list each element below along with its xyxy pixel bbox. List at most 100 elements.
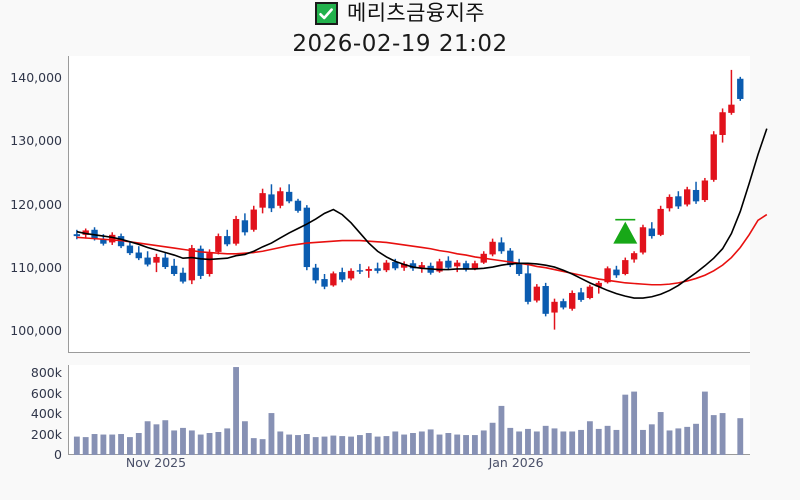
candle-body: [586, 286, 594, 299]
price-axis-tick-label: 130,000: [10, 133, 62, 149]
volume-bar: [401, 434, 408, 455]
x-axis-tick-label: Jan 2026: [488, 455, 544, 470]
buy-triangle-marker[interactable]: [613, 221, 638, 244]
volume-bar: [144, 421, 151, 455]
volume-bar: [595, 428, 602, 455]
candle-body: [339, 272, 346, 280]
candle-body: [356, 270, 364, 272]
volume-bar: [657, 412, 664, 455]
volume-bar: [303, 434, 310, 455]
candle-body: [524, 273, 532, 302]
volume-bar: [516, 431, 523, 455]
candle-body: [657, 208, 664, 235]
volume-bar: [321, 436, 328, 455]
candle-body: [294, 200, 302, 211]
volume-bar: [719, 413, 726, 455]
volume-bar: [710, 415, 717, 455]
candle-body: [224, 236, 231, 245]
candle-body: [710, 134, 717, 180]
candle-body: [666, 196, 673, 209]
volume-bar: [436, 434, 443, 455]
volume-bar: [356, 435, 363, 455]
candle-body: [374, 268, 381, 271]
candle-body: [232, 219, 240, 244]
title-row: 메리츠금융지주: [0, 2, 800, 25]
ma-short-line: [76, 128, 768, 299]
volume-bar: [224, 428, 231, 455]
candle-body: [100, 239, 107, 244]
candle-body: [303, 207, 311, 268]
candle-body: [675, 196, 682, 207]
candle-body: [569, 292, 576, 309]
volume-bar: [410, 433, 416, 455]
volume-axis-tick-label: 400k: [30, 406, 62, 422]
volume-bar: [312, 437, 319, 455]
x-axis-tick-label: Nov 2025: [125, 455, 187, 470]
candle-body: [144, 257, 151, 265]
candle-body: [153, 256, 160, 263]
volume-bar: [233, 367, 239, 455]
candle-body: [648, 228, 655, 237]
volume-bar: [675, 428, 682, 455]
volume-bar: [197, 434, 204, 455]
volume-bar: [631, 391, 638, 455]
candle-body: [392, 262, 399, 269]
volume-bar: [348, 436, 354, 455]
candle-body: [533, 286, 541, 301]
check-mark-icon[interactable]: [314, 2, 338, 25]
volume-bar: [215, 431, 222, 455]
volume-axis-tick-label: 200k: [30, 426, 62, 442]
candle-body: [684, 189, 691, 205]
candle-body: [400, 263, 408, 268]
candle-body: [498, 242, 505, 252]
candle-body: [418, 265, 426, 268]
volume-bar: [162, 420, 169, 455]
candle-body: [162, 257, 169, 268]
candle-body: [454, 262, 461, 267]
volume-bar: [295, 435, 301, 455]
price-axis-tick-label: 140,000: [10, 70, 62, 86]
candle-body: [277, 191, 284, 206]
candle-body: [215, 236, 222, 252]
candle-body: [73, 234, 81, 237]
candle-body: [436, 261, 443, 272]
volume-bar: [277, 431, 284, 455]
volume-bar: [551, 428, 558, 455]
candle-body: [719, 112, 726, 135]
candle-body: [241, 220, 249, 233]
volume-bar: [604, 425, 611, 455]
volume-bar: [268, 413, 275, 455]
volume-bar: [454, 434, 461, 455]
candle-body: [285, 191, 293, 202]
candle-body: [126, 245, 134, 254]
candle-body: [630, 253, 638, 260]
volume-bar: [82, 437, 89, 455]
candle-body: [259, 193, 266, 208]
volume-bar: [188, 430, 195, 455]
volume-bar: [392, 431, 399, 455]
volume-bar: [586, 421, 593, 455]
candle-body: [383, 262, 390, 271]
candle-body: [330, 273, 337, 286]
volume-bar: [445, 433, 452, 455]
page-title: 메리츠금융지주: [346, 1, 486, 25]
candle-body: [639, 227, 647, 253]
volume-bar: [383, 436, 390, 455]
volume-bar: [542, 425, 549, 455]
volume-bar: [171, 430, 178, 455]
volume-bar: [578, 429, 584, 455]
candle-body: [82, 230, 89, 235]
candle-body: [515, 263, 523, 275]
volume-bar: [640, 429, 646, 455]
volume-bar: [286, 434, 293, 455]
volume-bar: [118, 434, 124, 455]
price-axis-tick-label: 110,000: [10, 259, 62, 275]
candle-body: [622, 260, 629, 275]
volume-axis-tick-label: 800k: [30, 365, 62, 381]
volume-bar: [569, 431, 576, 455]
ma-long-line: [76, 213, 768, 286]
candle-body: [197, 248, 204, 276]
candle-body: [321, 279, 328, 287]
candle-body: [577, 292, 585, 300]
